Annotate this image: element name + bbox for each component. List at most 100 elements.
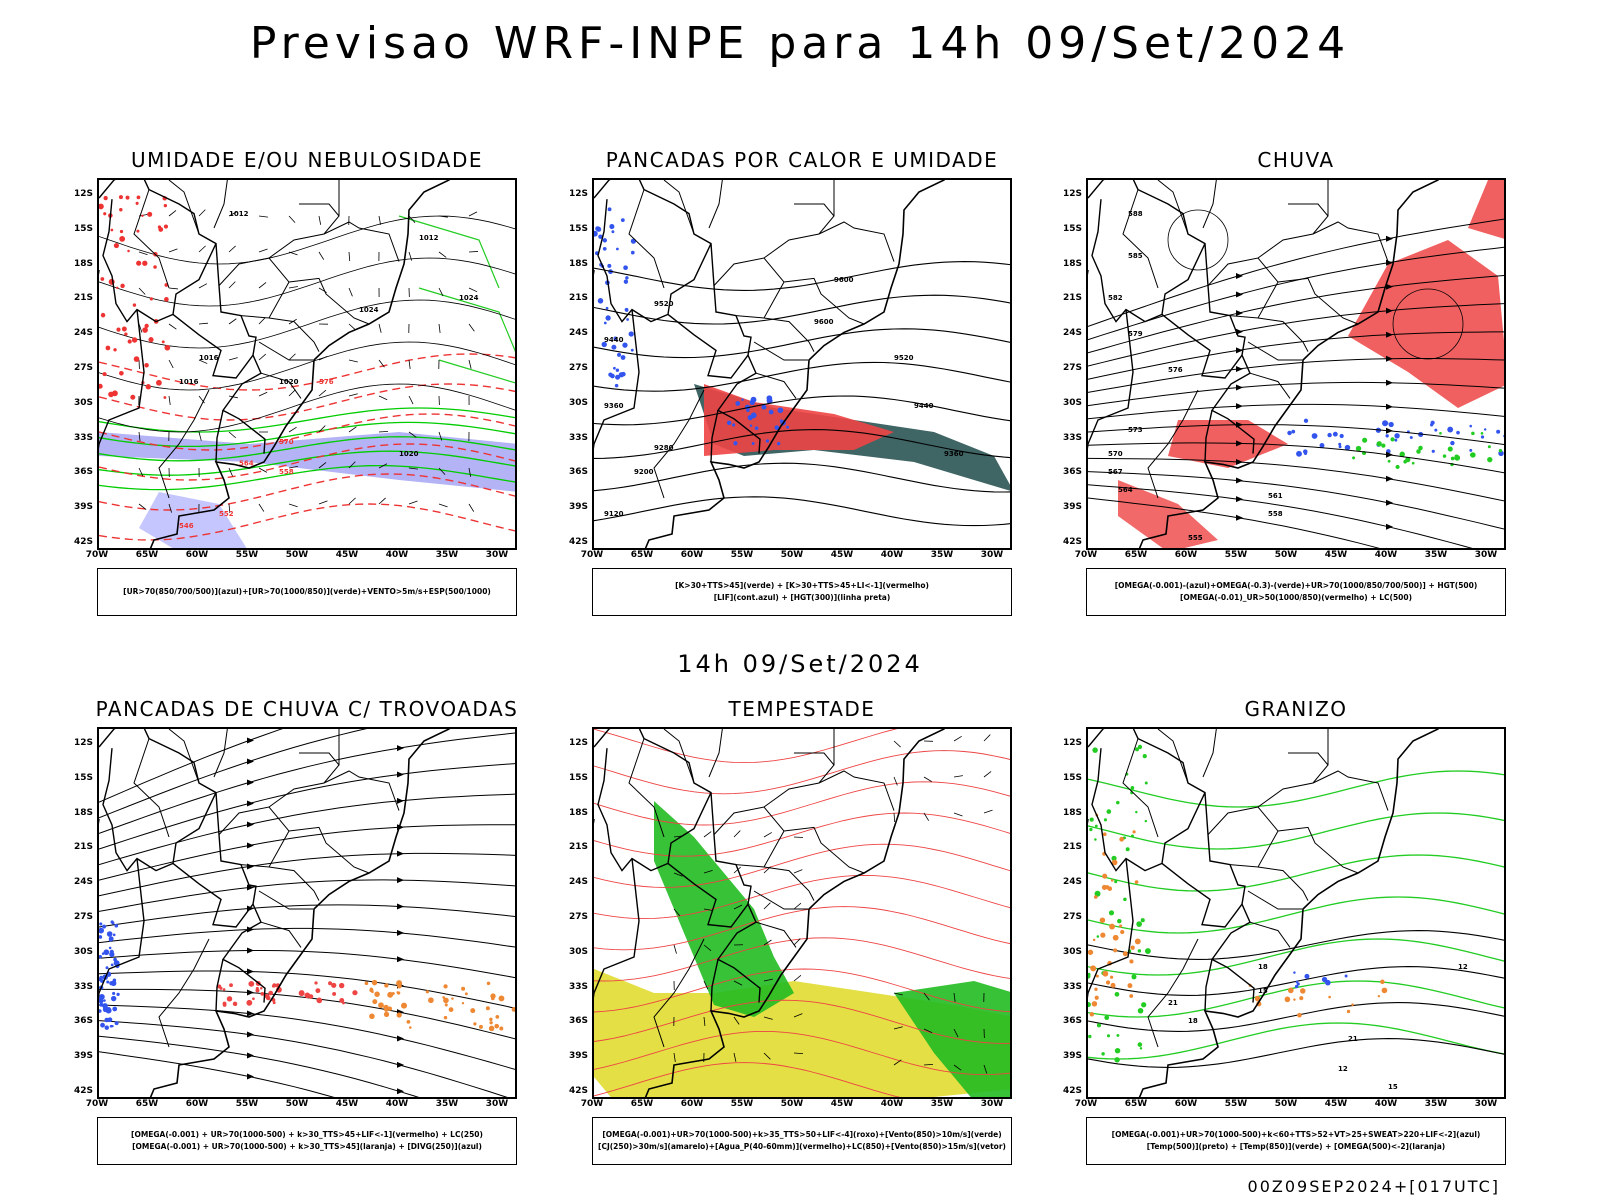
wind-vector [923,1028,933,1034]
storm-orange [485,1006,490,1011]
state-border [133,738,170,838]
state-border [1312,221,1389,262]
storm-orange [486,981,491,986]
wind-vector [673,872,683,877]
green-contour [418,287,515,352]
storm-orange [364,981,369,986]
streamline-arrow [397,745,404,752]
state-border [763,203,835,259]
lat-label: 18S [568,807,588,818]
wind-vector [318,462,327,469]
lon-label: 65W [630,550,654,560]
streamline [1088,484,1473,548]
lat-label: 21S [1062,293,1082,304]
omega-green [1447,446,1453,452]
streamline [1088,275,1504,354]
streamline [99,732,515,834]
temp850-detail [1114,1047,1121,1054]
wind-vector [408,395,414,405]
lifted-index-contour [617,352,622,357]
storm-red [255,986,259,990]
red-contour-detail [141,214,144,218]
storm-orange [490,993,496,999]
omega-blue [1431,449,1435,453]
lifted-index-contour [598,234,603,239]
temp850-detail [1088,972,1091,977]
lifted-index-contour [630,238,637,244]
red-contour-detail [113,242,120,249]
omega500-orange [1254,995,1261,1002]
contour-label: 567 [1108,468,1123,476]
omega500-orange [1110,879,1114,882]
wind-vector [893,992,903,996]
red-streamline [594,1062,901,1097]
wind-vector [318,500,328,505]
state-border [783,277,865,325]
storm-red [219,986,223,990]
country-border [1088,729,1255,1003]
high-pressure-ring [1167,209,1229,271]
temp850-detail [1139,1047,1143,1050]
wind-vector [348,359,358,363]
divergence-blue [99,978,102,982]
hail-blue [1344,974,1348,978]
contour-label: 21 [1168,999,1178,1007]
streamline-arrow [247,779,254,786]
wind-vector [198,395,205,404]
lat-label: 24S [73,328,93,339]
lifted-index-contour [603,321,607,325]
wind-vector [258,248,268,253]
lon-label: 50W [780,1099,804,1109]
wind-vector [288,215,296,223]
omega-blue [1394,438,1398,442]
streamline-arrow [1236,310,1243,317]
omega-green [1416,449,1421,454]
red-contour-detail [131,337,138,343]
legend-line: [OMEGA(-0.001)+UR>70(1000-500)+k<60+TTS>… [1111,1130,1481,1139]
contour-label: 1012 [229,210,249,218]
lon-label: 55W [235,1099,259,1109]
wind-vector [793,1052,804,1055]
state-border [268,317,320,352]
wind-vector [318,389,327,397]
state-border [1147,389,1199,499]
wind-vector [408,215,416,223]
lon-label: 55W [1224,550,1248,560]
omega500-orange [1132,830,1136,834]
wind-vector [258,503,265,512]
streamline-arrow [247,1052,254,1059]
wind-vector [983,809,993,814]
omega500-orange [1119,924,1123,928]
lifted-index-contour [774,425,780,430]
state-border [168,180,200,235]
lifted-index-contour [615,374,621,380]
divergence-blue [99,1002,104,1007]
state-border [1147,938,1199,1048]
wind-vector [378,395,388,401]
red-contour-detail [132,303,137,307]
wind-vector [763,902,771,910]
lifted-index-contour [765,439,770,443]
omega500-orange [1346,1009,1351,1014]
red-contour-detail [136,260,142,266]
wind-vector [318,251,325,260]
streamline-arrow [397,956,404,963]
storm-red [315,988,321,994]
red-contour-detail [121,326,127,332]
lat-label: 42S [73,1086,93,1096]
lifted-index-contour [620,218,625,223]
omega-green [1381,443,1386,448]
storm-orange [443,997,449,1004]
country-border [597,199,712,323]
omega-blue [1447,426,1454,433]
wind-vector [408,251,413,261]
lat-label: 12S [73,738,93,748]
omega500-orange [1107,886,1113,891]
temp850-detail [1123,897,1127,902]
lifted-index-contour [630,348,634,352]
streamline [99,904,515,928]
lon-label: 55W [1224,1099,1248,1109]
wind-vector [168,503,172,513]
legend-line: [K>30+TTS>45](verde) + [K>30+TTS>45+LI<-… [675,581,929,590]
omega-blue [1430,423,1434,427]
